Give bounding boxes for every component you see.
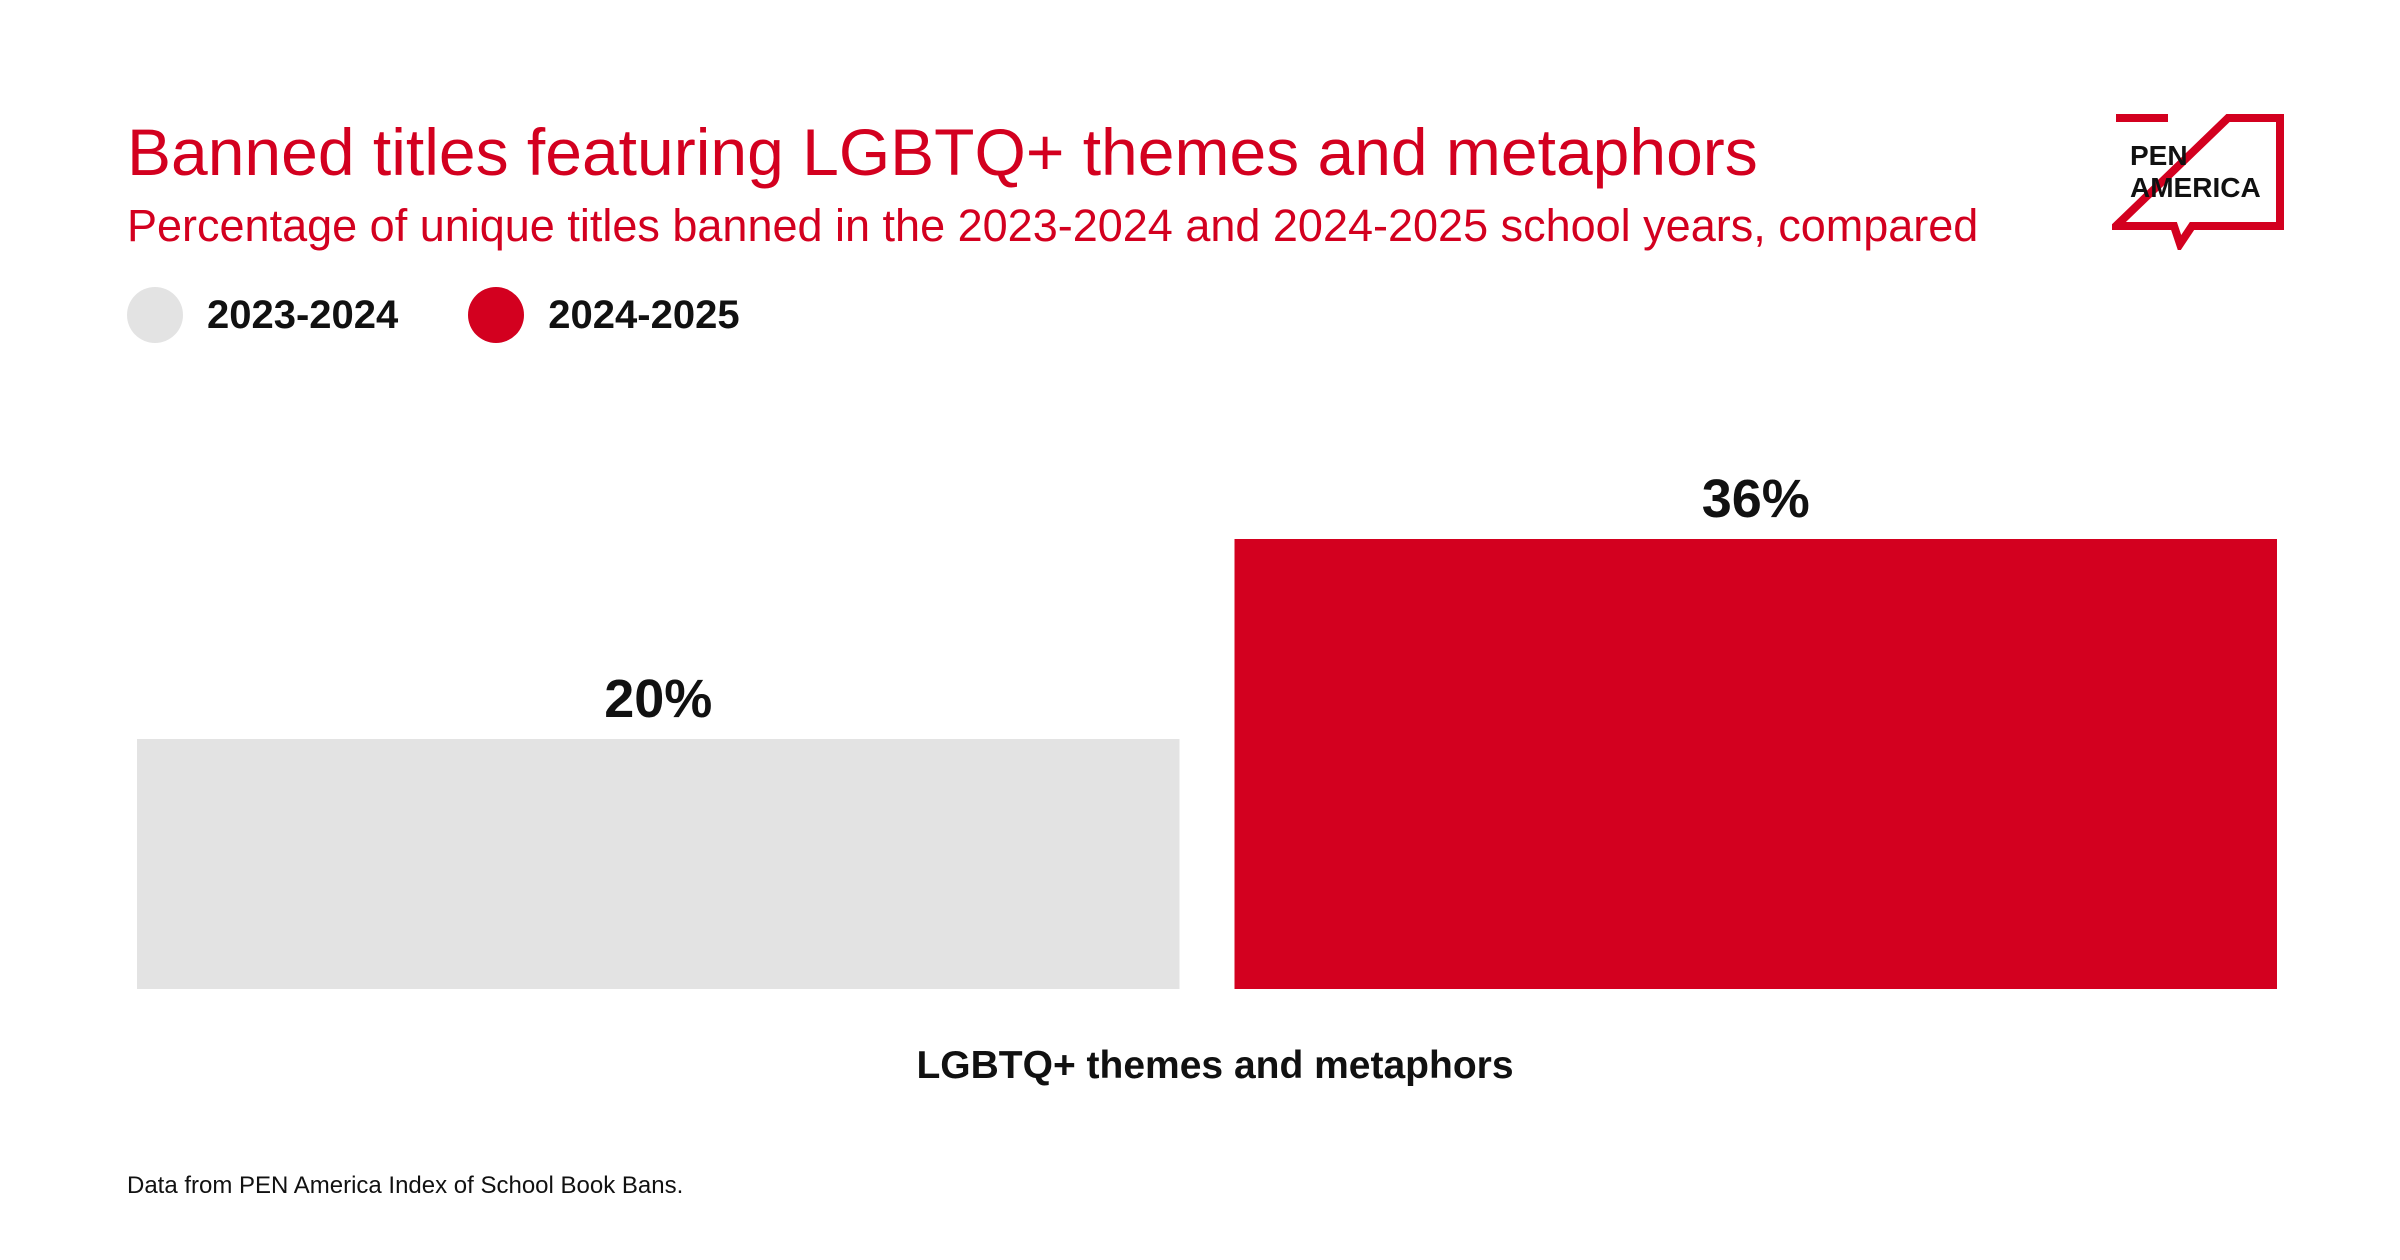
bar-value-label-2023-2024: 20% — [604, 669, 712, 729]
category-label: LGBTQ+ themes and metaphors — [916, 1044, 1513, 1087]
legend-item-2024-2025: 2024-2025 — [468, 287, 740, 343]
logo-text: PEN AMERICA — [2130, 140, 2261, 203]
legend-label-2024-2025: 2024-2025 — [548, 292, 740, 337]
bar-2023-2024 — [137, 739, 1180, 989]
legend-item-2023-2024: 2023-2024 — [127, 287, 398, 343]
legend: 2023-2024 2024-2025 — [127, 287, 810, 343]
bar-value-label-2024-2025: 36% — [1702, 469, 1810, 529]
pen-america-logo — [2112, 114, 2284, 250]
legend-swatch-2023-2024 — [127, 287, 183, 343]
legend-label-2023-2024: 2023-2024 — [207, 292, 399, 337]
logo-speech-bubble-icon — [2112, 114, 2284, 250]
legend-swatch-2024-2025 — [468, 287, 525, 343]
chart-subtitle: Percentage of unique titles banned in th… — [127, 200, 1979, 251]
bar-2024-2025 — [1234, 539, 2277, 989]
chart-title: Banned titles featuring LGBTQ+ themes an… — [127, 115, 1758, 189]
source-note: Data from PEN America Index of School Bo… — [127, 1172, 684, 1199]
